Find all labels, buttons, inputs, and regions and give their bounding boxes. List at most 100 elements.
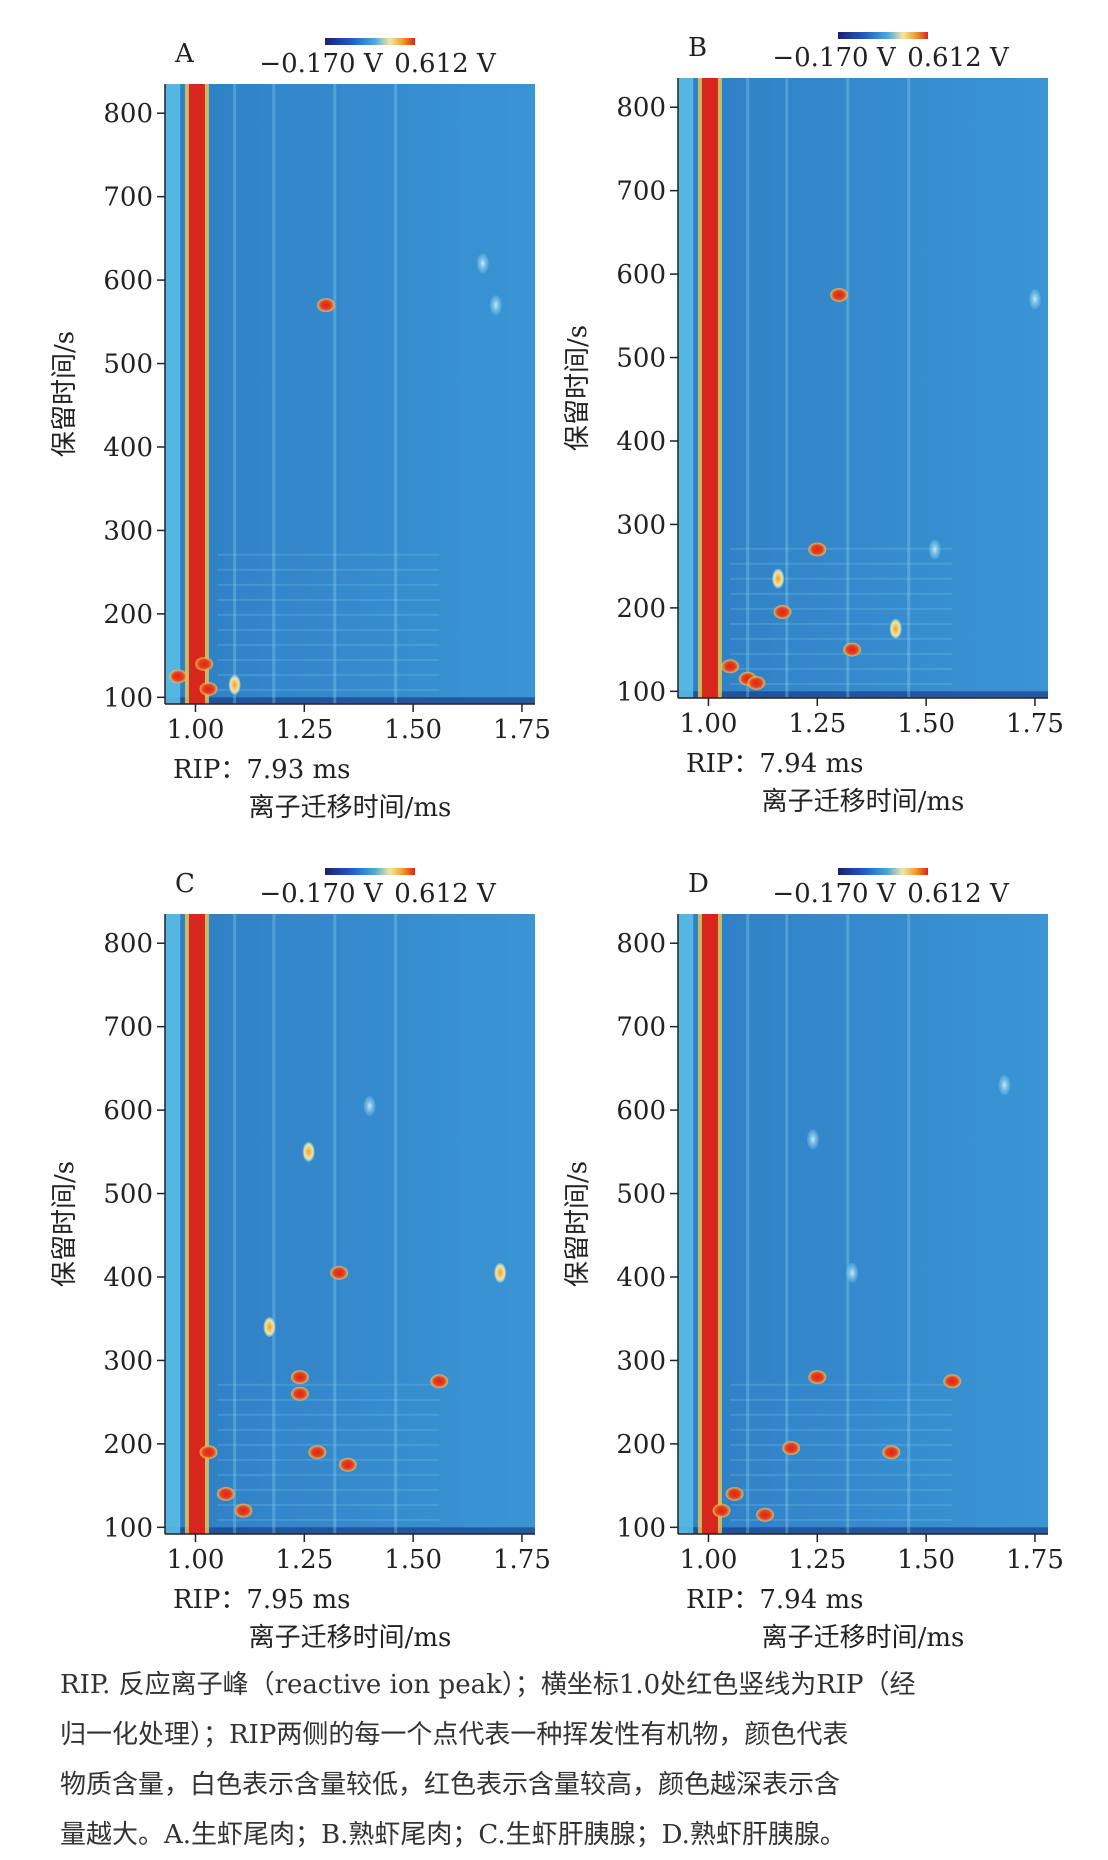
colorbar-min-label: −0.170 V: [772, 879, 896, 909]
x-tick-label: 1.50: [384, 1545, 442, 1575]
x-tick-label: 1.75: [493, 1545, 551, 1575]
y-tick-label: 100: [616, 1513, 666, 1543]
compound-spot: [494, 1262, 507, 1283]
panel-b: 100 200 300 400 500 600 700 800 1.00 1.25 1.50 1.75…: [563, 32, 1064, 817]
y-tick-label: 500: [103, 1180, 153, 1210]
compound-spot: [712, 1503, 731, 1518]
x-tick-label: 1.00: [680, 709, 738, 739]
background-streak: [785, 78, 789, 698]
compound-spot: [234, 1503, 253, 1518]
background-streak: [730, 1443, 953, 1446]
y-tick-label: 600: [616, 1096, 666, 1126]
x-axis-label: 离子迁移时间/ms: [762, 787, 965, 817]
background-streak: [217, 1383, 440, 1386]
rip-label: RIP：7.93 ms: [173, 755, 351, 785]
panel-c: 100 200 300 400 500 600 700 800 1.00 1.25 1.50 1.75…: [50, 868, 551, 1653]
plot-background: [678, 914, 1048, 1534]
compound-spot: [199, 1445, 218, 1460]
colorbar-max-label: 0.612 V: [394, 49, 497, 79]
y-tick-label: 700: [103, 183, 153, 213]
x-tick-label: 1.50: [384, 715, 442, 745]
background-streak: [730, 1518, 953, 1521]
compound-spot: [330, 1265, 349, 1280]
compound-spot: [1028, 289, 1041, 310]
x-tick-label: 1.75: [1006, 709, 1064, 739]
background-streak: [217, 1503, 440, 1506]
background-streak: [730, 1458, 953, 1461]
caption-line-3: 物质含量，白色表示含量较低，红色表示含量较高，颜色越深表示含: [60, 1770, 841, 1800]
background-streak: [272, 84, 276, 704]
y-tick-label: 200: [103, 1430, 153, 1460]
background-streak: [217, 1428, 440, 1431]
compound-spot: [808, 542, 827, 557]
compound-spot: [772, 568, 785, 589]
background-streak: [217, 658, 440, 661]
y-tick-label: 300: [103, 1346, 153, 1376]
pre-rip-strip: [678, 914, 694, 1534]
background-streak: [333, 84, 337, 704]
y-tick-label: 600: [616, 260, 666, 290]
compound-spot: [430, 1374, 449, 1389]
background-streak: [730, 622, 953, 625]
rip-line: [188, 914, 205, 1534]
compound-spot: [290, 1386, 309, 1401]
caption-line-4: 量越大。A.生虾尾肉；B.熟虾尾肉；C.生虾肝胰腺；D.熟虾肝胰腺。: [60, 1820, 846, 1850]
compound-spot: [808, 1370, 827, 1385]
x-tick-label: 1.75: [493, 715, 551, 745]
baseline-band: [165, 1527, 535, 1534]
rip-label: RIP：7.94 ms: [686, 749, 864, 779]
background-streak: [730, 652, 953, 655]
y-tick-label: 400: [103, 433, 153, 463]
y-tick-label: 700: [616, 177, 666, 207]
panel-label: A: [174, 39, 195, 69]
background-streak: [217, 1413, 440, 1416]
background-streak: [217, 613, 440, 616]
y-axis-label: 保留时间/s: [563, 325, 593, 451]
compound-spot: [216, 1486, 235, 1501]
background-streak: [217, 1398, 440, 1401]
caption-line-2: 归一化处理）；RIP两侧的每一个点代表一种挥发性有机物，颜色代表: [60, 1720, 849, 1750]
x-tick-label: 1.25: [788, 709, 846, 739]
compound-spot: [928, 539, 941, 560]
background-streak: [217, 628, 440, 631]
background-streak: [217, 643, 440, 646]
plot-background: [678, 78, 1048, 698]
background-streak: [272, 914, 276, 1534]
caption-line-1: RIP. 反应离子峰（reactive ion peak）；横坐标1.0处红色竖…: [60, 1670, 916, 1700]
x-tick-label: 1.00: [680, 1545, 738, 1575]
panel-label: D: [688, 869, 709, 899]
background-streak: [394, 84, 398, 704]
compound-spot: [998, 1075, 1011, 1096]
x-tick-label: 1.25: [788, 1545, 846, 1575]
compound-spot: [889, 618, 902, 639]
y-tick-label: 500: [103, 350, 153, 380]
compound-spot: [725, 1486, 744, 1501]
background-streak: [730, 1473, 953, 1476]
x-tick-label: 1.25: [275, 1545, 333, 1575]
y-tick-label: 500: [616, 344, 666, 374]
compound-spot: [169, 669, 188, 684]
colorbar-max-label: 0.612 V: [394, 879, 497, 909]
background-streak: [730, 577, 953, 580]
background-streak: [730, 1413, 953, 1416]
panel-a: 100 200 300 400 500 600 700 800 1.00 1.25 1.50 1.75…: [50, 38, 551, 823]
y-tick-label: 100: [616, 677, 666, 707]
compound-spot: [338, 1457, 357, 1472]
compound-spot: [228, 674, 241, 695]
y-tick-label: 800: [616, 929, 666, 959]
background-streak: [846, 914, 850, 1534]
background-streak: [217, 1518, 440, 1521]
compound-spot: [756, 1507, 775, 1522]
compound-spot: [317, 298, 336, 313]
compound-spot: [721, 659, 740, 674]
compound-spot: [806, 1129, 819, 1150]
y-tick-label: 800: [616, 93, 666, 123]
background-streak: [785, 914, 789, 1534]
background-streak: [746, 78, 750, 698]
panel-label: C: [175, 869, 195, 899]
rip-line: [188, 84, 205, 704]
x-tick-label: 1.00: [167, 715, 225, 745]
y-axis-label: 保留时间/s: [50, 331, 80, 457]
background-streak: [730, 547, 953, 550]
background-streak: [217, 568, 440, 571]
